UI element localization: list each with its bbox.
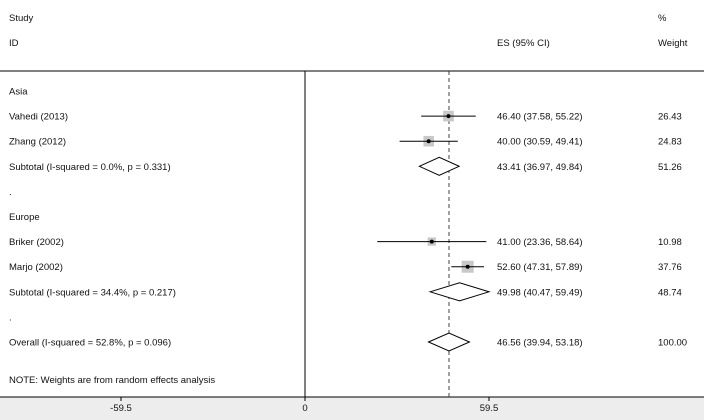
id-header: ID <box>9 38 19 49</box>
point-estimate-vahedi-2013 <box>446 114 451 119</box>
x-tick-label-0: -59.5 <box>110 403 132 414</box>
es-ci-subtotal-i-squared-34-4-p-0-217: 49.98 (40.47, 59.49) <box>497 287 583 298</box>
pooled-diamond-subtotal-i-squared-34-4-p-0-217 <box>428 282 491 302</box>
es-ci-briker-2002: 41.00 (23.36, 58.64) <box>497 237 583 248</box>
weight-vahedi-2013: 26.43 <box>658 112 682 123</box>
es-ci-subtotal-i-squared-0-0-p-0-331: 43.41 (36.97, 49.84) <box>497 162 583 173</box>
pooled-label-subtotal-i-squared-34-4-p-0-217: Subtotal (I-squared = 34.4%, p = 0.217) <box>9 287 176 298</box>
es-ci-marjo-2002: 52.60 (47.31, 57.89) <box>497 262 583 273</box>
percent-header: % <box>658 13 667 24</box>
es-ci-overall-i-squared-52-8-p-0-096: 46.56 (39.94, 53.18) <box>497 338 583 349</box>
spacer-dot: . <box>9 187 12 198</box>
es-ci-zhang-2012: 40.00 (30.59, 49.41) <box>497 137 583 148</box>
weight-marjo-2002: 37.76 <box>658 262 682 273</box>
pooled-label-subtotal-i-squared-0-0-p-0-331: Subtotal (I-squared = 0.0%, p = 0.331) <box>9 162 171 173</box>
axis-band <box>0 397 704 420</box>
pooled-diamond-subtotal-i-squared-0-0-p-0-331 <box>418 156 461 176</box>
group-label-europe: Europe <box>9 212 40 223</box>
weight-briker-2002: 10.98 <box>658 237 682 248</box>
study-header: Study <box>9 13 34 24</box>
es-ci-vahedi-2013: 46.40 (37.58, 55.22) <box>497 112 583 123</box>
weight-zhang-2012: 24.83 <box>658 137 682 148</box>
es-header: ES (95% CI) <box>497 38 550 49</box>
pooled-diamond-overall-i-squared-52-8-p-0-096 <box>427 332 471 352</box>
point-estimate-briker-2002 <box>429 239 434 244</box>
x-tick-label-2: 59.5 <box>480 403 499 414</box>
spacer-dot: . <box>9 312 12 323</box>
x-tick-label-1: 0 <box>302 403 307 414</box>
point-estimate-zhang-2012 <box>426 139 431 144</box>
study-label-vahedi-2013: Vahedi (2013) <box>9 112 68 123</box>
group-label-asia: Asia <box>9 87 28 98</box>
point-estimate-marjo-2002 <box>465 264 470 269</box>
weight-subtotal-i-squared-34-4-p-0-217: 48.74 <box>658 287 682 298</box>
study-label-zhang-2012: Zhang (2012) <box>9 137 66 148</box>
footnote: NOTE: Weights are from random effects an… <box>9 375 215 386</box>
study-label-marjo-2002: Marjo (2002) <box>9 262 63 273</box>
weight-overall-i-squared-52-8-p-0-096: 100.00 <box>658 338 687 349</box>
weight-subtotal-i-squared-0-0-p-0-331: 51.26 <box>658 162 682 173</box>
study-label-briker-2002: Briker (2002) <box>9 237 64 248</box>
pooled-label-overall-i-squared-52-8-p-0-096: Overall (I-squared = 52.8%, p = 0.096) <box>9 338 171 349</box>
weight-header: Weight <box>658 38 688 49</box>
plot-area <box>0 0 704 397</box>
